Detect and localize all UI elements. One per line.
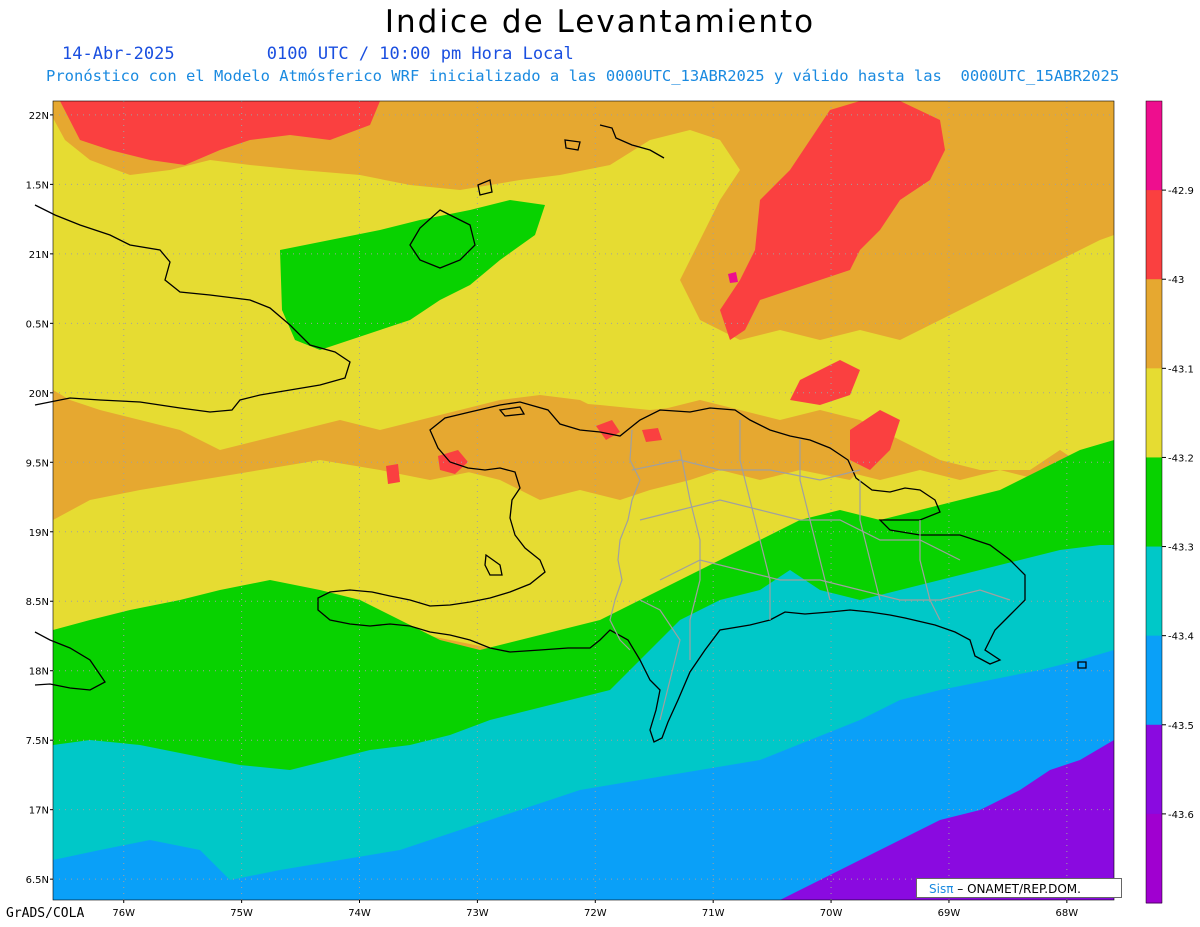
longitude-ticks: 76W 75W 74W 73W 72W 71W 70W 69W 68W: [112, 900, 1078, 919]
field-blue-southwest: [53, 840, 230, 900]
colorbar-label: -43: [1168, 275, 1184, 286]
lat-tick-label: 7.5N: [26, 736, 49, 747]
lat-tick-label: 1.5N: [26, 180, 49, 191]
lat-tick-label: 18N: [29, 667, 49, 678]
coast-bahamas-2: [477, 179, 493, 196]
field-red-northeast: [720, 101, 945, 340]
onamet-logo: Sisπ – ONAMET/REP.DOM.: [916, 878, 1122, 898]
lon-tick-label: 75W: [230, 908, 253, 919]
lon-tick-label: 69W: [938, 908, 961, 919]
coast-bahamas-4: [564, 139, 581, 151]
subtitle-datetime: 14-Abr-2025 0100 UTC / 10:00 pm Hora Loc…: [62, 44, 574, 64]
province-border-2: [639, 499, 961, 561]
coast-mona: [1077, 661, 1087, 669]
lon-tick-label: 73W: [466, 908, 489, 919]
field-layer: [53, 101, 1114, 900]
colorbar-segment: [1146, 546, 1162, 637]
field-red-hispaniola-ne: [850, 410, 900, 470]
field-red-spot-3: [642, 428, 662, 442]
colorbar-segment: [1146, 279, 1162, 369]
lon-tick-label: 70W: [820, 908, 843, 919]
map-frame: [52, 100, 1115, 901]
lon-tick-label: 74W: [348, 908, 371, 919]
field-green-north: [280, 200, 545, 350]
colorbar-segment: [1146, 457, 1162, 548]
lat-tick-label: 6.5N: [26, 875, 49, 886]
logo-text: – ONAMET/REP.DOM.: [957, 882, 1081, 896]
colorbar-label: -43.4: [1168, 632, 1194, 643]
province-border-6: [799, 440, 831, 601]
colorbar-label: -43.1: [1168, 364, 1194, 375]
colorbar: -42.9 -43 -43.1 -43.2 -43.3 -43.4 -43.5 -43.6: [1145, 100, 1194, 904]
colorbar-segment: [1146, 368, 1162, 458]
colorbar-label: -43.3: [1168, 543, 1194, 554]
field-green-band: [53, 440, 1114, 830]
colorbar-segment: [1146, 101, 1162, 191]
lat-tick-label: 22N: [29, 111, 49, 122]
field-magenta-speck: [728, 272, 738, 283]
colorbar-segment: [1146, 635, 1162, 726]
field-blue-region: [53, 650, 1114, 900]
lon-tick-label: 72W: [584, 908, 607, 919]
colorbar-label: -43.2: [1168, 453, 1194, 464]
lat-tick-label: 20N: [29, 389, 49, 400]
lon-tick-label: 76W: [112, 908, 135, 919]
lat-tick-label: 8.5N: [26, 597, 49, 608]
colorbar-segment: [1146, 190, 1162, 280]
lat-tick-label: 0.5N: [26, 319, 49, 330]
colorbar-segment: [1146, 724, 1162, 815]
colorbar-segment: [1146, 813, 1162, 904]
coast-gonave: [484, 553, 503, 576]
field-red-northwest: [60, 101, 380, 165]
field-red-spot-4: [386, 464, 400, 484]
map-title: Indice de Levantamiento: [384, 4, 816, 40]
province-border-4: [679, 449, 701, 660]
lat-tick-label: 17N: [29, 806, 49, 817]
subtitle-date: 14-Abr-2025: [62, 44, 175, 64]
province-border-5: [739, 420, 771, 620]
province-border-3: [659, 559, 1011, 601]
lat-tick-label: 19N: [29, 528, 49, 539]
lon-tick-label: 71W: [702, 908, 725, 919]
logo-brand: Sisπ: [929, 882, 954, 896]
lat-tick-label: 9.5N: [26, 458, 49, 469]
forecast-note: Pronóstico con el Modelo Atmósferico WRF…: [46, 67, 1120, 85]
coast-hispaniola: [317, 401, 1026, 743]
field-red-east: [790, 360, 860, 405]
province-border-west: [609, 429, 641, 651]
coast-tortue: [498, 406, 526, 417]
field-purple-region: [780, 740, 1114, 900]
grads-credit: GrADS/COLA: [6, 906, 85, 921]
province-border-9: [639, 599, 681, 721]
colorbar-label: -43.6: [1168, 810, 1194, 821]
latitude-ticks: 22N 1.5N 21N 0.5N 20N 9.5N 19N 8.5N 18N 7.5N 17N 6.…: [26, 111, 53, 886]
province-border-1: [631, 459, 861, 481]
subtitle-time: 0100 UTC / 10:00 pm Hora Local: [266, 44, 574, 64]
coast-bahamas-1: [409, 209, 476, 269]
province-borders: [609, 420, 1011, 721]
province-border-8: [919, 520, 941, 621]
coast-cuba-east: [34, 204, 351, 413]
lat-tick-label: 21N: [29, 250, 49, 261]
province-border-7: [859, 480, 881, 601]
lon-tick-label: 68W: [1056, 908, 1079, 919]
colorbar-label: -42.9: [1168, 186, 1194, 197]
coast-cuba-south: [34, 631, 106, 691]
coast-bahamas-3: [599, 124, 665, 159]
colorbar-frame: [1145, 100, 1163, 904]
coastlines: [34, 124, 1087, 743]
colorbar-label: -43.5: [1168, 721, 1194, 732]
